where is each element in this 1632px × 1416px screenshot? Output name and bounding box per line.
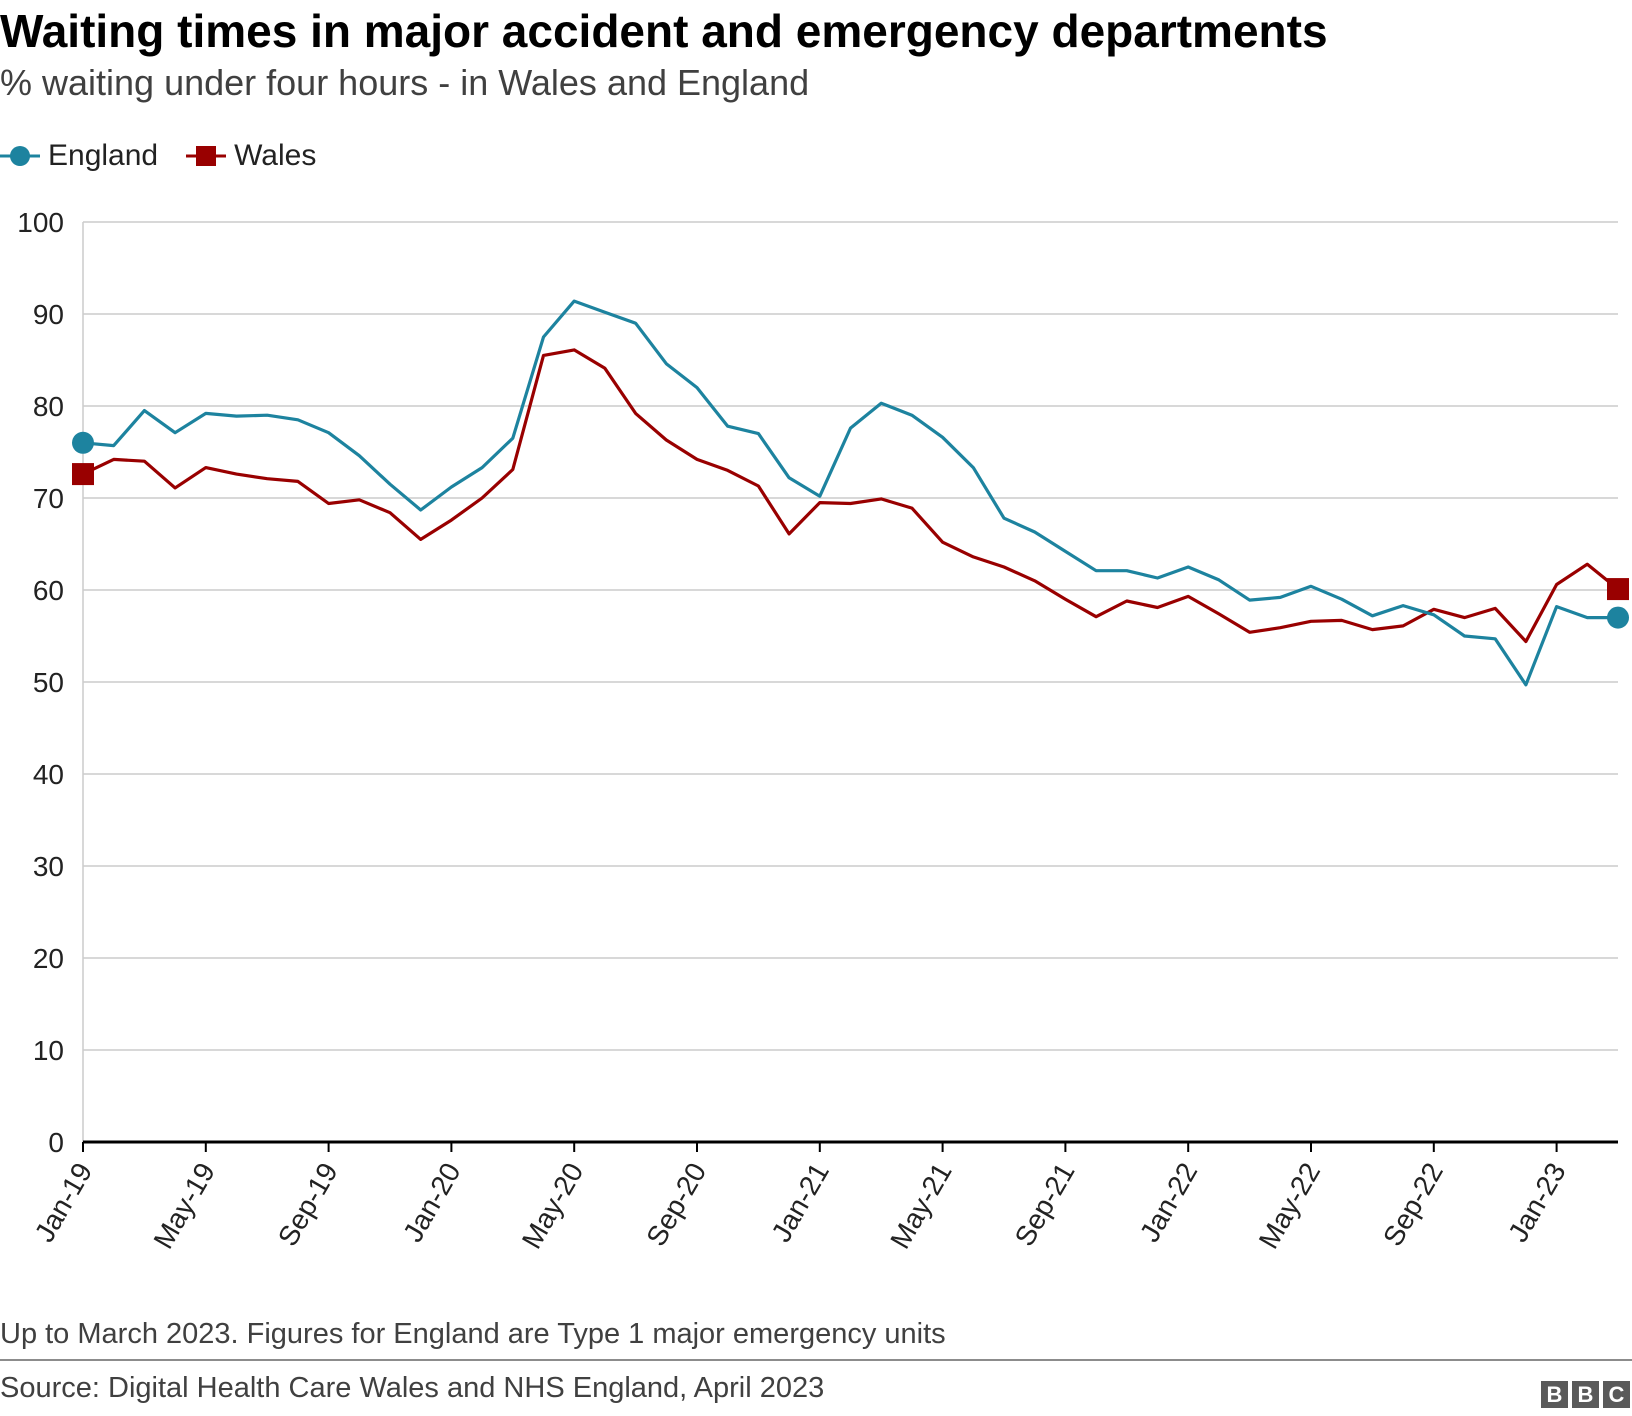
series-line-wales — [82, 348, 1620, 644]
x-tick-label: Jan-19 — [29, 1158, 99, 1248]
legend: England Wales — [0, 136, 344, 176]
line-chart: 0 10 20 30 40 50 60 70 80 90 100 Jan-19 May-19 Sep-1… — [17, 207, 1629, 1254]
wales-end-marker — [1607, 578, 1629, 601]
y-tick-label: 10 — [33, 1035, 64, 1066]
x-tick-label: Jan-23 — [1502, 1158, 1572, 1248]
chart-subtitle: % waiting under four hours - in Wales an… — [0, 62, 810, 103]
y-tick-label: 90 — [33, 299, 64, 330]
y-axis-ticks: 0 10 20 30 40 50 60 70 80 90 100 — [17, 207, 64, 1158]
legend-label-wales: Wales — [234, 139, 317, 172]
chart-title: Waiting times in major accident and emer… — [0, 5, 1328, 57]
y-tick-label: 40 — [33, 759, 64, 790]
x-tick-label: Sep-20 — [640, 1158, 712, 1252]
legend-line-square-icon — [186, 146, 227, 166]
x-axis-ticks: Jan-19 May-19 Sep-19 Jan-20 May-20 Sep-20 Jan-… — [29, 1142, 1572, 1254]
bbc-logo: B B C — [1541, 1381, 1630, 1408]
england-end-marker — [1607, 606, 1629, 629]
legend-item-wales: Wales — [186, 139, 316, 173]
series-end-markers — [72, 431, 1629, 629]
logo-letter: B — [1541, 1381, 1568, 1408]
y-tick-label: 0 — [48, 1127, 64, 1158]
y-tick-label: 30 — [33, 851, 64, 882]
x-tick-label: May-20 — [516, 1158, 590, 1254]
series-line-england — [82, 299, 1618, 687]
legend-line-circle-icon — [0, 146, 40, 166]
legend-item-england: England — [0, 139, 158, 173]
x-tick-label: Jan-22 — [1134, 1158, 1204, 1248]
logo-letter: C — [1603, 1381, 1630, 1408]
x-tick-label: May-22 — [1253, 1158, 1327, 1254]
y-tick-label: 80 — [33, 391, 64, 422]
y-tick-label: 70 — [33, 483, 64, 514]
logo-letter: B — [1572, 1381, 1599, 1408]
y-tick-label: 60 — [33, 575, 64, 606]
england-start-marker — [72, 431, 94, 454]
x-tick-label: May-19 — [147, 1158, 221, 1254]
gridlines — [82, 221, 1618, 1144]
x-tick-label: Sep-22 — [1377, 1158, 1449, 1252]
series-lines — [82, 299, 1620, 687]
y-tick-label: 20 — [33, 943, 64, 974]
y-tick-label: 100 — [17, 207, 64, 238]
footer-divider — [0, 1359, 1632, 1361]
x-tick-label: Sep-19 — [272, 1158, 344, 1252]
x-tick-label: Jan-21 — [765, 1158, 835, 1248]
footnote: Up to March 2023. Figures for England ar… — [0, 1318, 946, 1350]
wales-start-marker — [72, 463, 94, 486]
legend-label-england: England — [48, 139, 159, 172]
x-tick-label: Jan-20 — [397, 1158, 467, 1248]
source-text: Source: Digital Health Care Wales and NH… — [0, 1372, 825, 1404]
x-tick-label: Sep-21 — [1009, 1158, 1081, 1252]
y-tick-label: 50 — [33, 667, 64, 698]
x-tick-label: May-21 — [884, 1158, 958, 1254]
